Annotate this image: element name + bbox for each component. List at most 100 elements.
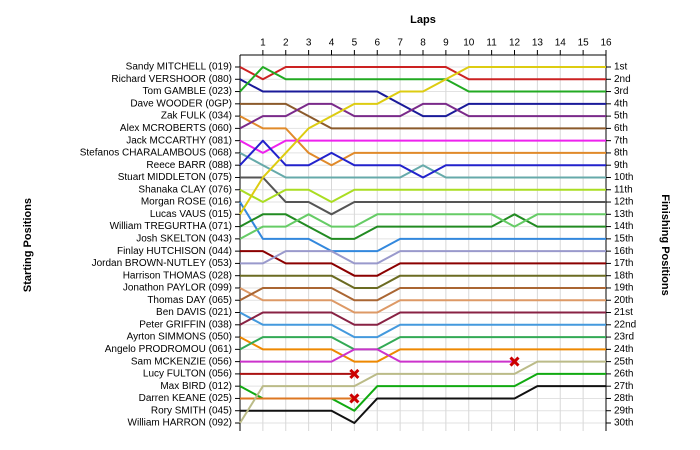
x-tick-label: 9	[443, 38, 449, 49]
series-line	[239, 286, 606, 302]
series-line	[239, 139, 606, 154]
x-tick-label: 7	[397, 38, 403, 49]
y2-tick-label: 26th	[614, 369, 633, 380]
y2-axis-label: Finishing Positions	[659, 194, 671, 295]
series-line	[240, 176, 606, 216]
y2-tick-label: 12th	[614, 197, 633, 208]
series-line	[239, 66, 606, 81]
y2-tick-label: 24th	[614, 344, 633, 355]
y2-tick-label: 2nd	[614, 74, 631, 85]
series-name: Darren KEANE (025)	[139, 393, 232, 404]
series-name: Peter GRIFFIN (038)	[139, 319, 232, 330]
series-line	[239, 201, 606, 253]
y2-tick-label: 16th	[614, 246, 633, 257]
series-line	[239, 115, 606, 167]
series-line	[239, 188, 606, 204]
y2-tick-label: 11th	[614, 184, 633, 195]
x-tick-label: 14	[555, 38, 567, 49]
y2-tick-label: 3rd	[614, 86, 628, 97]
y2-tick-label: 21st	[614, 307, 633, 318]
y2-tick-label: 9th	[614, 160, 628, 171]
series-name: Sandy MITCHELL (019)	[126, 62, 232, 73]
series-line	[239, 152, 606, 179]
y2-tick-label: 4th	[614, 98, 628, 109]
x-tick-label: 11	[486, 38, 497, 49]
series-name: Rory SMITH (045)	[151, 405, 232, 416]
series-line	[239, 336, 606, 363]
series-name: Lucy FULTON (056)	[143, 369, 232, 380]
retirement-marker	[349, 393, 360, 404]
series-line	[239, 139, 606, 179]
x-tick-label: 13	[532, 38, 544, 49]
chart-title: Laps	[410, 14, 436, 26]
y-axis-label: Starting Positions	[22, 198, 34, 292]
x-tick-label: 15	[578, 38, 590, 49]
series-line	[239, 213, 606, 240]
series-line	[240, 102, 606, 130]
series-name: Lucas VAUS (015)	[150, 209, 232, 220]
y2-tick-label: 22nd	[614, 319, 636, 330]
series-name: Harrison THOMAS (028)	[123, 270, 232, 281]
series-name: Tom GAMBLE (023)	[143, 86, 232, 97]
series-name: Max BIRD (012)	[160, 381, 232, 392]
series-line	[240, 348, 515, 363]
x-tick-label: 4	[329, 38, 335, 49]
series-name: Reece BARR (088)	[146, 160, 232, 171]
series-name: Angelo PRODROMOU (061)	[105, 344, 232, 355]
y2-tick-label: 27th	[614, 381, 633, 392]
x-tick-label: 5	[352, 38, 358, 49]
y2-tick-label: 19th	[614, 283, 633, 294]
series-line	[239, 66, 606, 93]
x-tick-label: 12	[509, 38, 521, 49]
series-line	[239, 287, 606, 314]
y2-tick-label: 5th	[614, 111, 628, 122]
series-name: Sam MCKENZIE (056)	[131, 356, 232, 367]
series-name: Jordan BROWN-NUTLEY (053)	[92, 258, 232, 269]
y2-tick-label: 29th	[614, 405, 633, 416]
y2-tick-label: 23rd	[614, 332, 634, 343]
series-line	[240, 274, 606, 289]
retirement-marker	[509, 356, 520, 367]
y2-tick-label: 7th	[614, 135, 628, 146]
series-line	[239, 78, 606, 118]
series-line	[239, 311, 606, 326]
series-line	[239, 336, 606, 351]
series-line	[239, 102, 606, 130]
x-tick-label: 8	[420, 38, 426, 49]
series-name: Richard VERSHOOR (080)	[111, 74, 232, 85]
series-name: Josh SKELTON (043)	[136, 234, 232, 245]
retirement-marker	[349, 368, 360, 379]
series-name: William TREGURTHA (071)	[110, 221, 232, 232]
x-tick-label: 3	[306, 38, 312, 49]
y2-tick-label: 30th	[614, 418, 633, 429]
y2-tick-label: 18th	[614, 270, 633, 281]
series-name: Zak FULK (034)	[161, 111, 232, 122]
series-name: William HARRON (092)	[128, 418, 232, 429]
y2-tick-label: 14th	[614, 221, 633, 232]
x-tick-label: 1	[260, 38, 266, 49]
series-name: Alex MCROBERTS (060)	[120, 123, 232, 134]
y2-tick-label: 17th	[614, 258, 633, 269]
series-name: Ben DAVIS (021)	[156, 307, 232, 318]
series-line	[240, 250, 606, 277]
y2-tick-label: 28th	[614, 393, 633, 404]
y2-tick-label: 1st	[614, 62, 628, 73]
series-name: Finlay HUTCHISON (044)	[117, 246, 232, 257]
series-line	[239, 213, 606, 240]
y2-tick-label: 25th	[614, 356, 633, 367]
series-line	[239, 66, 606, 215]
x-tick-label: 10	[463, 38, 475, 49]
series-name: Stuart MIDDLETON (075)	[118, 172, 232, 183]
x-tick-label: 16	[600, 38, 612, 49]
y2-tick-label: 20th	[614, 295, 633, 306]
series-name: Dave WOODER (0GP)	[130, 98, 232, 109]
y2-tick-label: 6th	[614, 123, 628, 134]
y2-tick-label: 13th	[614, 209, 633, 220]
series-line	[240, 250, 606, 265]
series-line	[239, 311, 606, 339]
series-line	[239, 360, 606, 424]
y2-tick-label: 10th	[614, 172, 633, 183]
y2-tick-label: 8th	[614, 148, 628, 159]
